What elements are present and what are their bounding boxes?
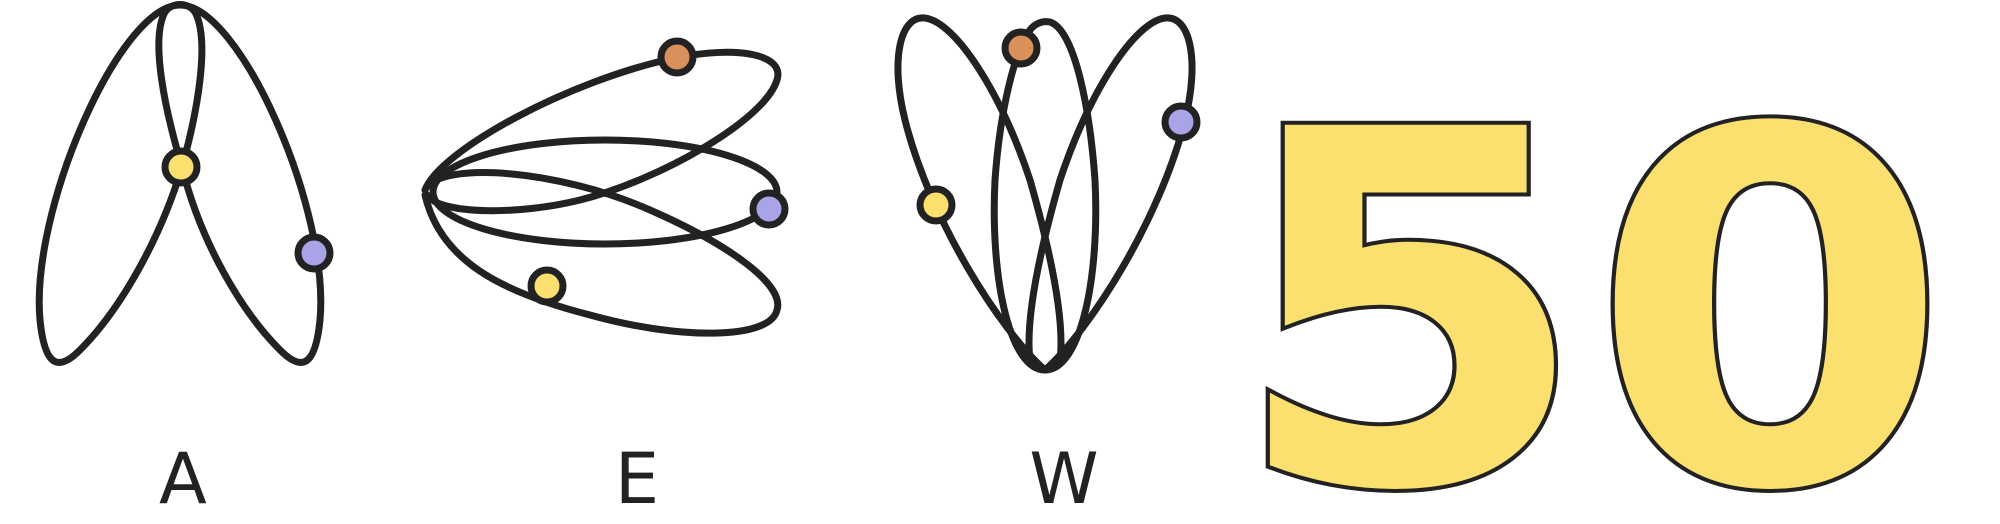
e-orange-node [661,41,693,73]
a-violet-node [298,237,330,269]
w-yellow-node [920,189,952,221]
e-yellow-node [531,270,563,302]
a-orbit-icon [39,5,330,363]
e-orbit-icon [425,41,785,333]
a-yellow-node [165,151,197,183]
w-orange-node [1005,32,1037,64]
w-violet-node [1165,106,1197,138]
e-top-ring [425,52,778,210]
letter-e: E [615,438,659,520]
w-orbit-icon [898,18,1197,370]
w-right-lobe [1029,18,1192,370]
e-violet-node [753,193,785,225]
anniversary-number: 50 [1230,27,1950,524]
letter-w: W [1029,438,1098,520]
letter-a: A [159,438,207,520]
a-center-loop [159,5,202,168]
